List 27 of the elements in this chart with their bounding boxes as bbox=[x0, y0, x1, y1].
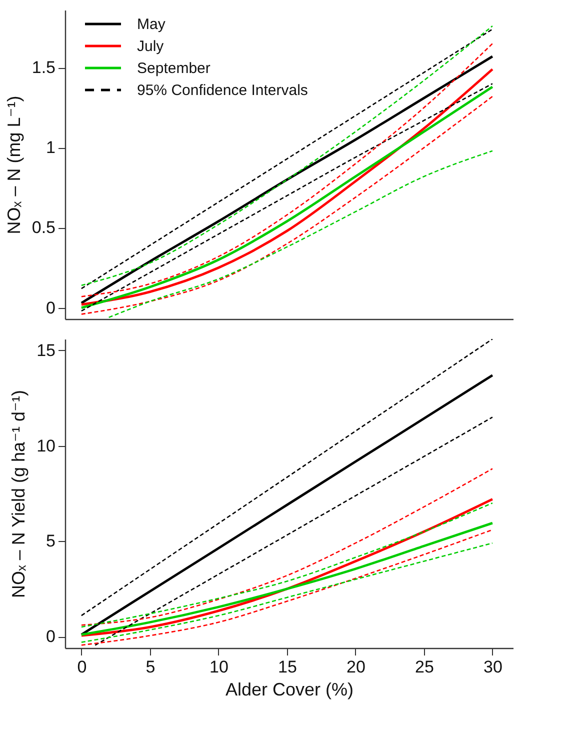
line-series bbox=[80, 339, 494, 616]
x-tick-label: 0 bbox=[77, 658, 87, 676]
x-tick-label: 5 bbox=[146, 658, 156, 676]
x-tick-label: 30 bbox=[483, 658, 502, 676]
x-tick-label: 10 bbox=[209, 658, 228, 676]
legend-label: May bbox=[137, 16, 166, 33]
y-tick-label: 0 bbox=[46, 627, 56, 646]
x-tick-label: 15 bbox=[278, 658, 297, 676]
y-tick-label: 10 bbox=[36, 436, 56, 456]
x-axis-title: Alder Cover (%) bbox=[225, 680, 354, 700]
line-series bbox=[80, 374, 494, 636]
legend-label: 95% Confidence Intervals bbox=[137, 82, 308, 99]
legend-label: September bbox=[137, 60, 210, 77]
y-tick-label: 1.5 bbox=[32, 58, 56, 78]
y-tick-label: 5 bbox=[46, 532, 56, 551]
x-tick-label: 25 bbox=[414, 658, 434, 676]
y-tick-label: 15 bbox=[36, 340, 56, 360]
x-tick-label: 20 bbox=[346, 658, 366, 676]
line-series bbox=[80, 468, 494, 626]
line-series bbox=[108, 150, 494, 318]
legend-label: July bbox=[137, 38, 164, 55]
y-axis-title: NOₓ – N Yield (g ha⁻¹ d⁻¹) bbox=[8, 390, 29, 598]
line-series bbox=[94, 416, 494, 646]
y-axis-title: NOₓ – N (mg L⁻¹) bbox=[4, 96, 24, 234]
y-tick-label: 0 bbox=[46, 298, 56, 318]
y-tick-label: 1 bbox=[46, 138, 56, 158]
y-tick-label: 0.5 bbox=[32, 218, 56, 238]
